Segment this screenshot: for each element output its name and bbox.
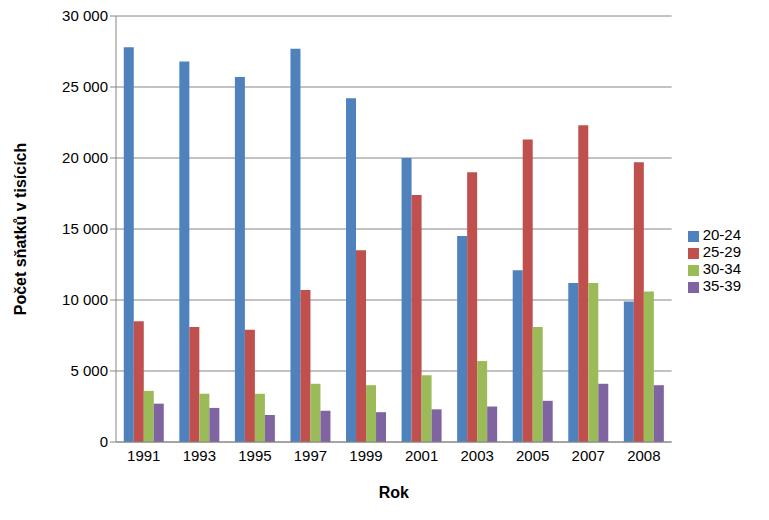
svg-text:10 000: 10 000 <box>62 291 108 308</box>
svg-text:1991: 1991 <box>127 447 160 464</box>
svg-text:Rok: Rok <box>379 484 409 501</box>
svg-text:0: 0 <box>100 433 108 450</box>
svg-text:1993: 1993 <box>183 447 216 464</box>
svg-text:1997: 1997 <box>294 447 327 464</box>
html-text:30-34: 30-34 <box>702 260 741 277</box>
svg-text:15 000: 15 000 <box>62 220 108 237</box>
svg-text:2005: 2005 <box>516 447 549 464</box>
svg-text:25 000: 25 000 <box>62 78 108 95</box>
svg-text:1999: 1999 <box>349 447 382 464</box>
svg-text:Počet sňatků v tisících: Počet sňatků v tisících <box>12 143 29 316</box>
html-text:25-29: 25-29 <box>702 243 741 260</box>
svg-text:2003: 2003 <box>460 447 493 464</box>
svg-text:20 000: 20 000 <box>62 149 108 166</box>
svg-text:2001: 2001 <box>405 447 438 464</box>
html-text:35-39: 35-39 <box>702 277 741 294</box>
svg-text:1995: 1995 <box>238 447 271 464</box>
svg-text:30 000: 30 000 <box>62 8 108 24</box>
svg-text:5 000: 5 000 <box>70 362 108 379</box>
html-text:20-24: 20-24 <box>702 226 741 243</box>
svg-text:2007: 2007 <box>572 447 605 464</box>
svg-text:2008: 2008 <box>627 447 660 464</box>
